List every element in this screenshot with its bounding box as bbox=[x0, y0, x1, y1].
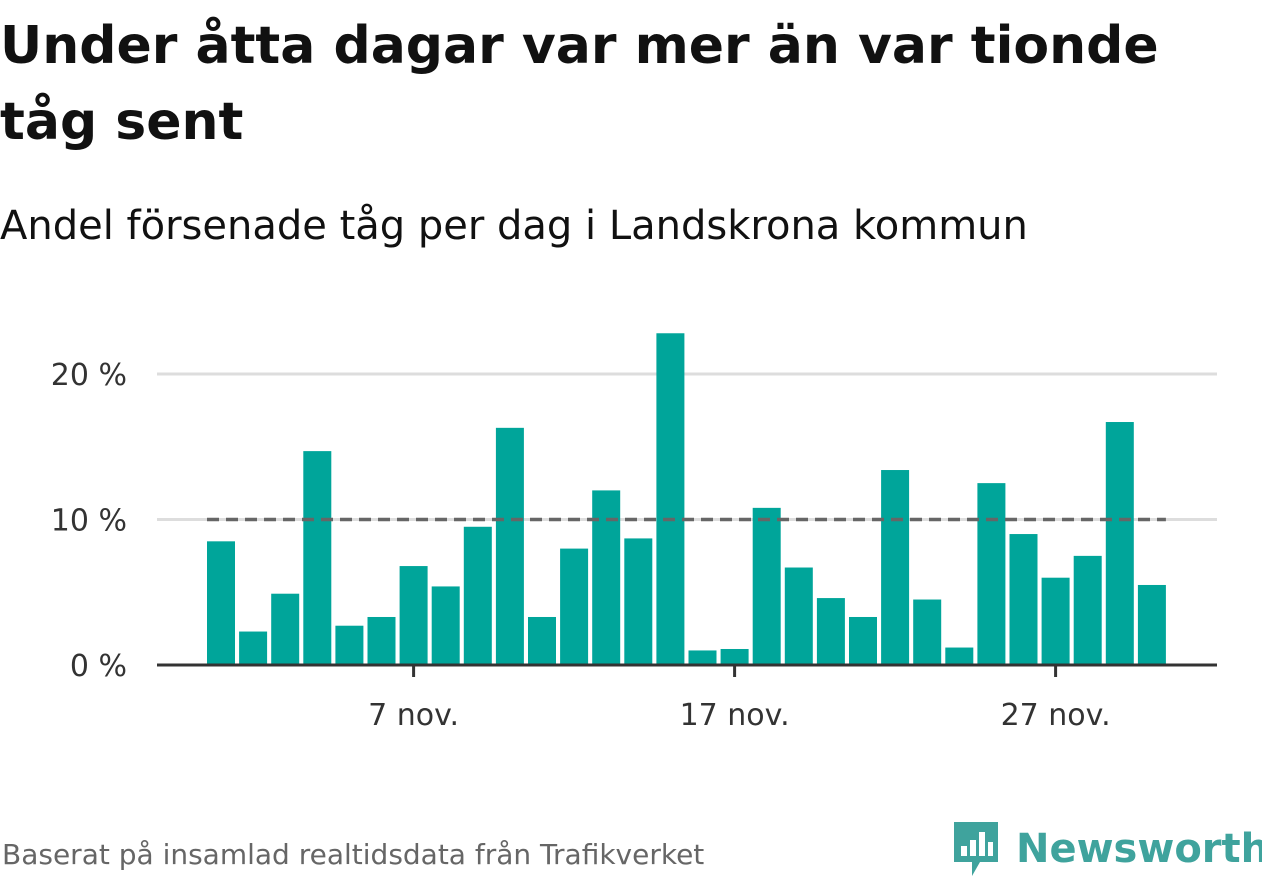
bar bbox=[1073, 555, 1102, 665]
bar bbox=[335, 625, 364, 665]
y-tick-label: 0 % bbox=[70, 649, 127, 684]
bar bbox=[752, 507, 781, 665]
bar bbox=[945, 647, 974, 665]
logo-text: Newsworthy bbox=[1016, 826, 1262, 872]
x-tick-label: 7 nov. bbox=[368, 698, 459, 733]
bar bbox=[431, 586, 460, 665]
bar bbox=[207, 541, 235, 665]
chart-title: Under åtta dagar var mer än var tionde t… bbox=[0, 16, 1159, 152]
source-note: Baserat på insamlad realtidsdata från Tr… bbox=[2, 838, 705, 871]
bar bbox=[1009, 534, 1038, 665]
bar bbox=[399, 566, 428, 665]
bar bbox=[528, 616, 556, 665]
bar bbox=[303, 451, 332, 665]
bar bbox=[560, 548, 589, 665]
bar bbox=[592, 490, 621, 665]
bar bbox=[656, 333, 685, 665]
y-tick-label: 10 % bbox=[51, 504, 127, 539]
newsworthy-logo-icon bbox=[954, 822, 998, 876]
bar bbox=[977, 483, 1006, 665]
bar bbox=[688, 650, 717, 665]
bar bbox=[1041, 577, 1070, 665]
bar bbox=[816, 598, 845, 665]
x-tick-label: 27 nov. bbox=[1001, 698, 1111, 733]
bar-chart: 0 % 10 % 20 % 7 nov. 17 nov. 27 nov. bbox=[51, 333, 1217, 733]
x-tick-label: 17 nov. bbox=[680, 698, 790, 733]
newsworthy-logo: Newsworthy bbox=[950, 818, 1262, 880]
bar bbox=[1105, 422, 1134, 665]
bar bbox=[720, 648, 749, 665]
bar bbox=[239, 631, 268, 665]
chart-subtitle: Andel försenade tåg per dag i Landskrona… bbox=[0, 203, 1028, 249]
bar bbox=[624, 538, 653, 665]
bar bbox=[495, 427, 524, 665]
bar bbox=[881, 470, 910, 665]
bar bbox=[463, 526, 492, 665]
bar bbox=[1137, 584, 1166, 665]
y-tick-label: 20 % bbox=[51, 358, 127, 393]
bar bbox=[367, 616, 396, 665]
bar bbox=[849, 616, 877, 665]
bar bbox=[913, 599, 942, 665]
bar bbox=[271, 593, 300, 665]
bar bbox=[784, 567, 813, 665]
